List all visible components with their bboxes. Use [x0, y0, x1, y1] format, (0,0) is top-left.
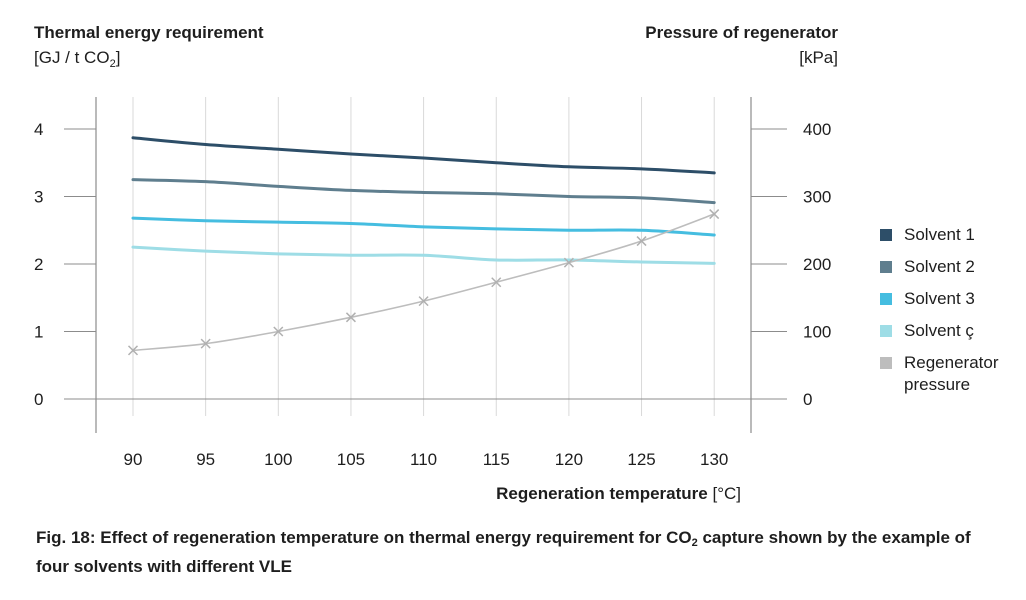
left-axis-ticks: 0 1 2 3 4	[34, 120, 96, 409]
series-group	[127, 136, 720, 356]
data-point-marker	[273, 326, 284, 337]
left-tick-label: 0	[34, 390, 43, 409]
x-tick-label: 130	[700, 450, 728, 469]
right-tick-label: 200	[803, 255, 831, 274]
series-line-3	[131, 216, 716, 237]
data-point-marker	[491, 277, 502, 288]
chart: Thermal energy requirement [GJ / t CO2] …	[34, 23, 999, 503]
data-point-marker	[636, 236, 647, 247]
legend-label: Solvent ç	[904, 321, 974, 340]
data-point-marker	[709, 209, 720, 220]
data-point-marker	[127, 345, 139, 356]
right-tick-label: 400	[803, 120, 831, 139]
axes-frame	[95, 97, 752, 433]
x-tick-label: 95	[196, 450, 215, 469]
x-tick-label: 120	[555, 450, 583, 469]
right-tick-label: 0	[803, 390, 812, 409]
left-tick-label: 1	[34, 323, 43, 342]
legend: Solvent 1 Solvent 2 Solvent 3 Solvent ç Rege…	[880, 225, 999, 394]
x-tick-label: 100	[264, 450, 292, 469]
series-line-4	[131, 245, 716, 265]
x-axis-ticks: 90 95 100 105 110 115 120 125 130	[124, 450, 729, 469]
left-tick-label: 3	[34, 188, 43, 207]
legend-label: Regenerator pressure	[904, 353, 999, 394]
series-line-2	[131, 178, 716, 205]
x-axis-label: Regeneration temperature [°C]	[496, 484, 741, 503]
legend-label: Solvent 2	[904, 257, 975, 276]
x-tick-label: 115	[483, 450, 510, 469]
x-tick-label: 125	[627, 450, 655, 469]
legend-swatch	[880, 293, 892, 305]
left-axis-title: Thermal energy requirement	[34, 23, 264, 42]
legend-swatch	[880, 261, 892, 273]
left-tick-label: 2	[34, 255, 43, 274]
figure-caption: Fig. 18: Effect of regeneration temperat…	[36, 528, 971, 576]
legend-swatch	[880, 357, 892, 369]
legend-swatch	[880, 229, 892, 241]
right-axis-unit: [kPa]	[799, 48, 838, 67]
right-axis-ticks: 0 100 200 300 400	[751, 120, 831, 409]
right-tick-label: 300	[803, 188, 831, 207]
legend-swatch	[880, 325, 892, 337]
data-point-marker	[345, 312, 356, 323]
x-tick-label: 110	[410, 450, 437, 469]
data-point-marker	[418, 296, 429, 307]
left-tick-label: 4	[34, 120, 43, 139]
x-tick-label: 90	[124, 450, 143, 469]
legend-label: Solvent 3	[904, 289, 975, 308]
data-point-marker	[563, 257, 574, 268]
left-axis-unit: [GJ / t CO2]	[34, 48, 120, 70]
right-axis-title: Pressure of regenerator	[645, 23, 838, 42]
data-point-marker	[200, 338, 211, 349]
right-tick-label: 100	[803, 323, 831, 342]
legend-label: Solvent 1	[904, 225, 975, 244]
x-tick-label: 105	[337, 450, 365, 469]
series-line-1	[131, 136, 716, 175]
